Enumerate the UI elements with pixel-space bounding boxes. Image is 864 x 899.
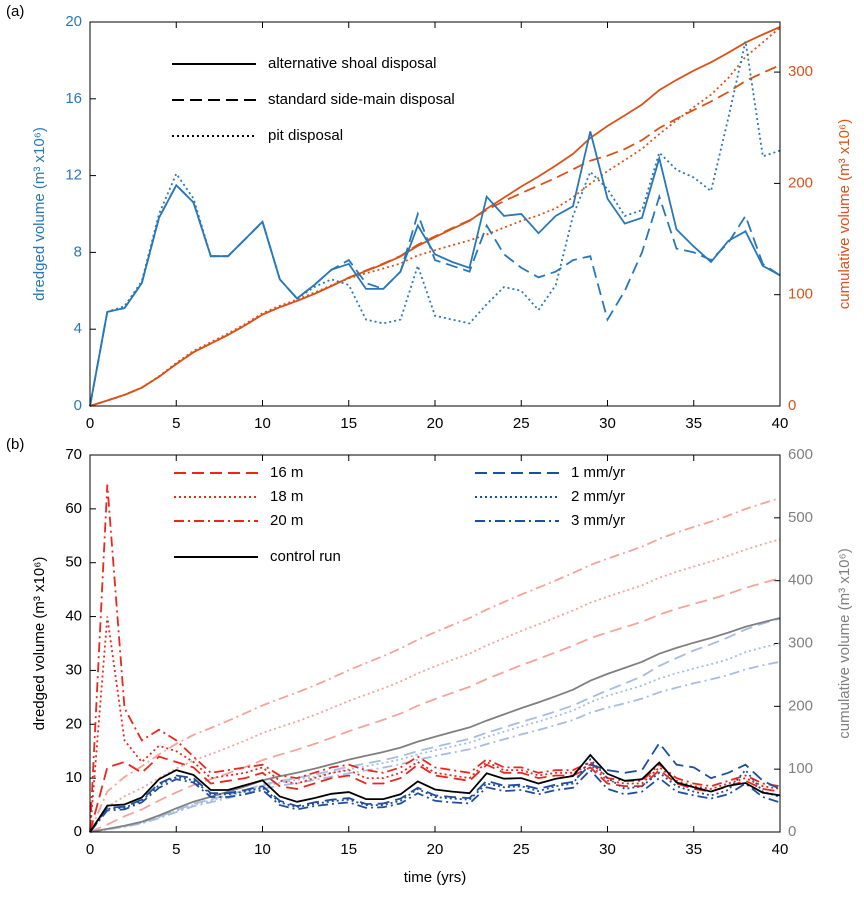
y2-tick-label: 0 xyxy=(788,823,796,840)
y-tick-label: 0 xyxy=(74,823,82,840)
series-line xyxy=(89,741,781,833)
y-tick-label: 60 xyxy=(65,500,82,517)
y2-tick-label: 200 xyxy=(788,174,813,191)
cumulative-line xyxy=(89,497,781,833)
y-tick-label: 20 xyxy=(65,13,82,30)
y-axis-label: dredged volume (m³ x10⁶) xyxy=(31,127,48,301)
y2-axis-label: cumulative volume (m³ x10⁶) xyxy=(836,548,853,738)
y-tick-label: 70 xyxy=(65,446,82,463)
legend-label: alternative shoal disposal xyxy=(268,55,436,72)
x-tick-label: 25 xyxy=(513,841,530,858)
y-tick-label: 40 xyxy=(65,608,82,625)
x-tick-label: 20 xyxy=(427,415,444,432)
y2-tick-label: 100 xyxy=(788,760,813,777)
x-tick-label: 40 xyxy=(772,841,789,858)
cumulative-line xyxy=(89,577,781,833)
legend-label: 3 mm/yr xyxy=(571,512,625,529)
series-line xyxy=(89,753,781,833)
y-tick-label: 30 xyxy=(65,661,82,678)
cumulative-line xyxy=(89,617,781,833)
series-line xyxy=(89,755,781,833)
legend-label: pit disposal xyxy=(268,127,343,144)
legend-label: control run xyxy=(270,548,341,565)
legend-label: 2 mm/yr xyxy=(571,488,625,505)
cumulative-line xyxy=(89,617,781,833)
y2-axis-label: cumulative volume (m³ x10⁶) xyxy=(836,119,853,309)
legend-label: 18 m xyxy=(270,488,303,505)
x-tick-label: 10 xyxy=(254,415,271,432)
panel-label: (b) xyxy=(6,436,24,453)
y-tick-label: 4 xyxy=(74,320,82,337)
plot-frame xyxy=(89,21,781,407)
y2-tick-label: 300 xyxy=(788,63,813,80)
y-tick-label: 0 xyxy=(74,397,82,414)
x-tick-label: 15 xyxy=(340,841,357,858)
y2-tick-label: 0 xyxy=(788,397,796,414)
cumulative-line xyxy=(89,538,781,833)
y-tick-label: 8 xyxy=(74,243,82,260)
series-line xyxy=(89,768,781,833)
series-line xyxy=(89,41,781,407)
x-tick-label: 15 xyxy=(340,415,357,432)
y-tick-label: 16 xyxy=(65,90,82,107)
x-tick-label: 30 xyxy=(599,415,616,432)
x-tick-label: 40 xyxy=(772,415,789,432)
legend-label: 16 m xyxy=(270,464,303,481)
x-tick-label: 35 xyxy=(685,841,702,858)
y-tick-label: 10 xyxy=(65,769,82,786)
cumulative-line xyxy=(89,642,781,833)
y2-tick-label: 200 xyxy=(788,697,813,714)
y2-tick-label: 300 xyxy=(788,634,813,651)
y2-tick-label: 100 xyxy=(788,286,813,303)
y-axis-label: dredged volume (m³ x10⁶) xyxy=(31,557,48,731)
x-tick-label: 30 xyxy=(599,841,616,858)
cumulative-line xyxy=(89,660,781,833)
x-tick-label: 25 xyxy=(513,415,530,432)
legend-label: 20 m xyxy=(270,512,303,529)
y-tick-label: 50 xyxy=(65,554,82,571)
y2-tick-label: 400 xyxy=(788,572,813,589)
x-tick-label: 0 xyxy=(86,415,94,432)
series-line xyxy=(89,183,781,407)
panel-label: (a) xyxy=(6,3,24,20)
series-line xyxy=(89,616,781,833)
x-tick-label: 5 xyxy=(172,415,180,432)
x-tick-label: 0 xyxy=(86,841,94,858)
y2-tick-label: 600 xyxy=(788,446,813,463)
series-line xyxy=(89,131,781,407)
y-tick-label: 20 xyxy=(65,715,82,732)
series-line xyxy=(89,757,781,833)
y2-tick-label: 500 xyxy=(788,509,813,526)
cumulative-line xyxy=(89,64,781,407)
x-tick-label: 20 xyxy=(427,841,444,858)
x-tick-label: 35 xyxy=(685,415,702,432)
y-tick-label: 12 xyxy=(65,167,82,184)
x-tick-label: 10 xyxy=(254,841,271,858)
x-axis-label: time (yrs) xyxy=(404,869,467,886)
legend-label: 1 mm/yr xyxy=(571,464,625,481)
plot-frame xyxy=(89,454,781,833)
cumulative-line xyxy=(89,26,781,407)
cumulative-line xyxy=(89,26,781,407)
x-tick-label: 5 xyxy=(172,841,180,858)
legend-label: standard side-main disposal xyxy=(268,91,455,108)
